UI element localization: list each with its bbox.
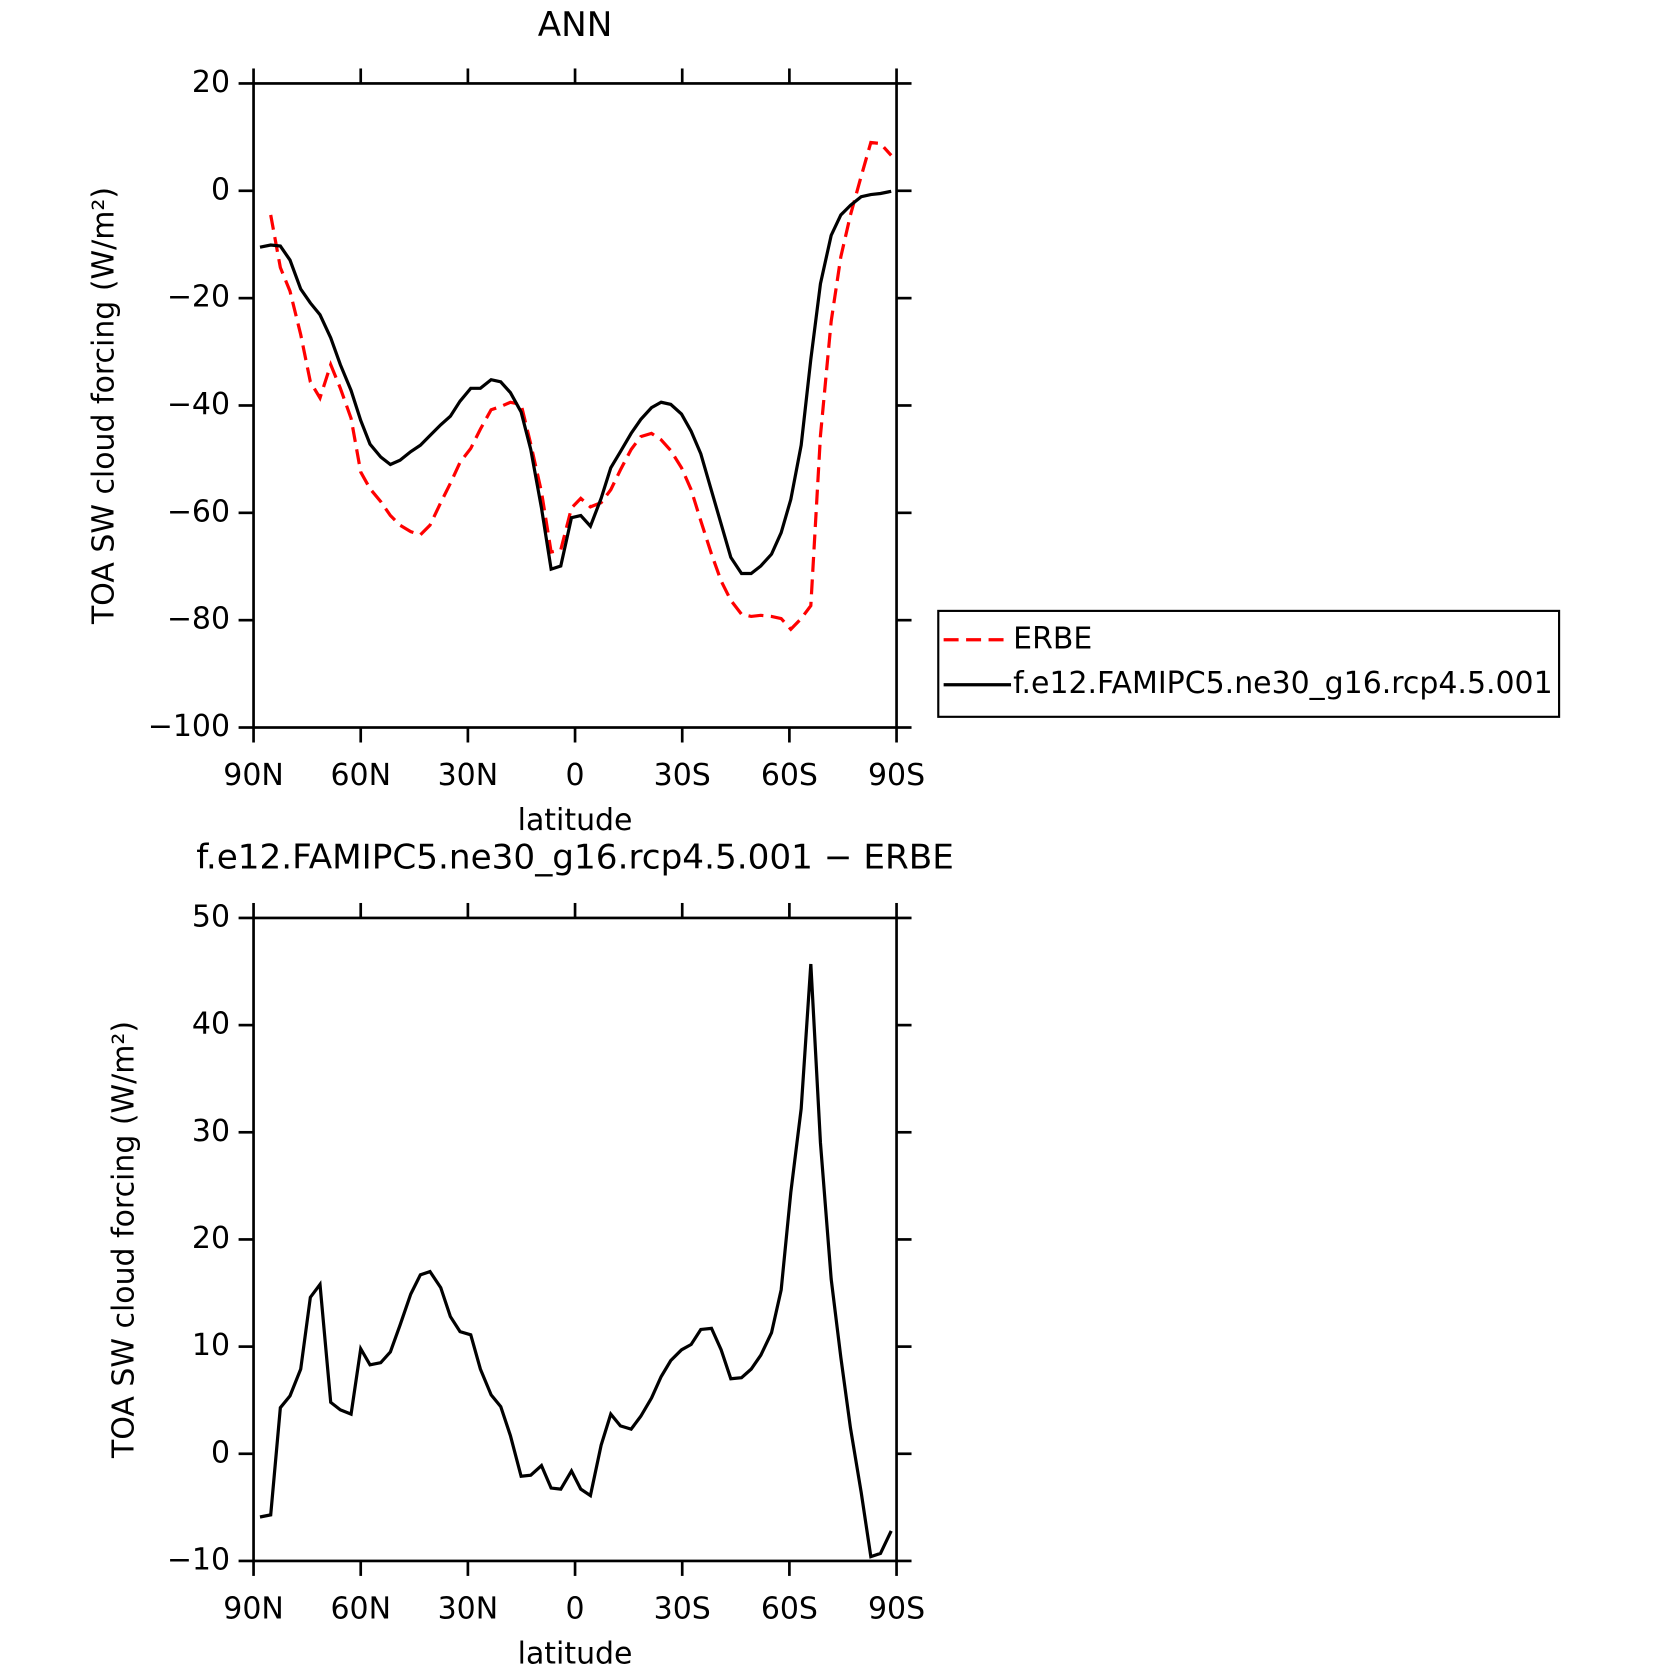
y-tick-label: −40	[167, 387, 230, 422]
y-tick-label: 0	[211, 172, 230, 207]
x-tick-label: 30N	[438, 758, 499, 793]
x-tick-label: 60N	[330, 758, 391, 793]
x-tick-label: 90S	[868, 758, 925, 793]
y-tick-label: 0	[211, 1435, 230, 1470]
y-tick-label: −100	[148, 709, 230, 744]
y-axis-label: TOA SW cloud forcing (W/m²)	[107, 1021, 142, 1459]
data-line	[259, 189, 892, 576]
legend-label: ERBE	[1013, 621, 1092, 656]
chart-title: f.e12.FAMIPC5.ne30_g16.rcp4.5.001 − ERBE	[196, 838, 954, 878]
x-axis-label: latitude	[518, 1637, 633, 1669]
x-tick-label: 90S	[868, 1592, 925, 1627]
data-line	[259, 963, 893, 1559]
legend-box	[937, 609, 1561, 718]
y-tick-label: −80	[167, 602, 230, 637]
y-tick-label: −20	[167, 280, 230, 315]
y-tick-label: 40	[192, 1007, 230, 1042]
x-tick-label: 90N	[223, 758, 284, 793]
y-tick-label: 20	[192, 1221, 230, 1256]
x-tick-label: 0	[566, 758, 585, 793]
y-axis-label: TOA SW cloud forcing (W/m²)	[86, 187, 121, 625]
y-tick-label: −60	[167, 494, 230, 529]
x-tick-label: 60N	[330, 1592, 391, 1627]
x-tick-label: 0	[566, 1592, 585, 1627]
plot-frame	[252, 916, 898, 1563]
legend-label: f.e12.FAMIPC5.ne30_g16.rcp4.5.001	[1013, 666, 1553, 701]
plot-frame	[252, 82, 898, 729]
x-tick-label: 60S	[761, 1592, 818, 1627]
data-line	[269, 140, 893, 632]
x-tick-label: 30S	[654, 1592, 711, 1627]
x-axis-label: latitude	[518, 803, 633, 838]
x-tick-label: 90N	[223, 1592, 284, 1627]
y-tick-label: 30	[192, 1114, 230, 1149]
y-tick-label: 50	[192, 899, 230, 934]
x-tick-label: 30N	[438, 1592, 499, 1627]
y-tick-label: −10	[167, 1542, 230, 1577]
chart-title: ANN	[538, 5, 613, 45]
y-tick-label: 20	[192, 65, 230, 100]
x-tick-label: 60S	[761, 758, 818, 793]
x-tick-label: 30S	[654, 758, 711, 793]
y-tick-label: 10	[192, 1328, 230, 1363]
